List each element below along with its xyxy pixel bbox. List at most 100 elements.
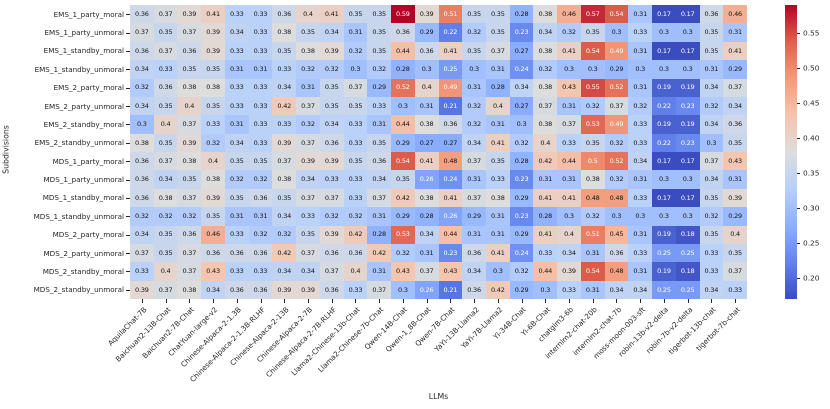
heatmap-cell: 0.19 [652, 115, 676, 134]
heatmap-cell: 0.33 [343, 133, 368, 152]
heatmap-cell: 0.34 [699, 280, 724, 299]
heatmap-cell: 0.29 [723, 60, 747, 79]
heatmap-cell: 0.36 [130, 5, 154, 24]
y-tick [126, 253, 130, 255]
heatmap-cell: 0.33 [248, 23, 273, 42]
x-tick [569, 299, 571, 303]
heatmap-cell: 0.31 [628, 262, 653, 281]
heatmap-cell: 0.31 [462, 78, 486, 97]
heatmap-cell: 0.35 [462, 41, 486, 61]
x-tick [735, 299, 737, 303]
heatmap-cell: 0.33 [699, 262, 724, 281]
x-tick [521, 299, 523, 303]
heatmap-cell: 0.34 [224, 133, 249, 152]
heatmap-cell: 0.36 [130, 152, 154, 171]
heatmap-cell: 0.29 [604, 60, 629, 79]
heatmap-cell: 0.29 [391, 207, 415, 226]
heatmap-cell: 0.36 [130, 170, 154, 189]
heatmap-cell: 0.48 [438, 152, 463, 171]
x-tick [592, 299, 594, 303]
heatmap-cell: 0.46 [557, 5, 581, 24]
heatmap-cell: 0.32 [509, 262, 534, 281]
heatmap-cell: 0.34 [557, 243, 581, 263]
heatmap-cell: 0.37 [153, 280, 178, 299]
heatmap-cell: 0.41 [438, 188, 463, 208]
heatmap-cell: 0.37 [177, 188, 202, 208]
y-tick-label: EMS_1_party_unmoral [44, 28, 124, 38]
colorbar-tick-label: 0.35 [803, 168, 820, 178]
heatmap-cell: 0.41 [485, 133, 510, 152]
x-tick [711, 299, 713, 303]
y-tick-label: MDS_1_party_moral [52, 156, 124, 166]
heatmap-cell: 0.55 [580, 78, 605, 97]
y-tick-label: EMS_1_party_moral [53, 9, 124, 19]
heatmap-cell: 0.59 [391, 5, 415, 24]
heatmap-cell: 0.36 [343, 243, 368, 263]
heatmap-cell: 0.32 [343, 41, 368, 61]
heatmap-cell: 0.35 [177, 170, 202, 189]
heatmap-cell: 0.36 [699, 5, 724, 24]
heatmap-cell: 0.35 [485, 152, 510, 171]
heatmap-cell: 0.29 [391, 133, 415, 152]
heatmap-cell: 0.38 [201, 78, 225, 97]
heatmap-cell: 0.33 [485, 170, 510, 189]
heatmap-cell: 0.3 [509, 115, 534, 134]
y-tick-label: MDS_1_party_unmoral [43, 175, 124, 185]
heatmap-cell: 0.4 [557, 225, 581, 244]
heatmap-cell: 0.42 [343, 225, 368, 244]
heatmap-cell: 0.35 [699, 23, 724, 42]
heatmap-cell: 0.3 [652, 23, 676, 42]
heatmap-cell: 0.46 [201, 225, 225, 244]
heatmap-cell: 0.38 [533, 41, 558, 61]
heatmap-cell: 0.33 [343, 115, 368, 134]
heatmap-cell: 0.37 [153, 152, 178, 171]
y-tick [126, 197, 130, 199]
heatmap-cell: 0.37 [153, 5, 178, 24]
x-tick [497, 299, 499, 303]
heatmap-cell: 0.32 [462, 23, 486, 42]
heatmap-cell: 0.35 [343, 5, 368, 24]
heatmap-cell: 0.35 [319, 96, 344, 116]
y-tick-labels: EMS_1_party_moral EMS_1_party_unmoral EMS_… [0, 5, 124, 299]
heatmap-cell: 0.33 [272, 60, 297, 79]
heatmap-cell: 0.29 [509, 188, 534, 208]
heatmap-cell: 0.17 [675, 188, 700, 208]
colorbar-tick [797, 33, 800, 34]
heatmap-cell: 0.4 [296, 5, 320, 24]
x-tick [331, 299, 333, 303]
heatmap-cell: 0.32 [343, 207, 368, 226]
heatmap-cell: 0.4 [723, 225, 747, 244]
heatmap-cell: 0.39 [201, 23, 225, 42]
heatmap-cell: 0.35 [343, 96, 368, 116]
heatmap-cell: 0.33 [224, 78, 249, 97]
heatmap-cell: 0.3 [675, 23, 700, 42]
y-tick [126, 50, 130, 52]
heatmap-cell: 0.36 [153, 78, 178, 97]
heatmap-cell: 0.31 [580, 280, 605, 299]
heatmap-cell: 0.31 [485, 207, 510, 226]
heatmap-cell: 0.37 [296, 133, 320, 152]
heatmap-cell: 0.17 [652, 5, 676, 24]
heatmap-cell: 0.17 [652, 188, 676, 208]
heatmap-cell: 0.37 [557, 115, 581, 134]
heatmap-cell: 0.42 [485, 280, 510, 299]
heatmap-cell: 0.36 [177, 225, 202, 244]
heatmap-cell: 0.3 [604, 207, 629, 226]
heatmap-cell: 0.43 [391, 262, 415, 281]
heatmap-cell: 0.43 [557, 78, 581, 97]
heatmap-cell: 0.23 [675, 96, 700, 116]
heatmap-cell: 0.3 [652, 60, 676, 79]
heatmap-cell: 0.4 [153, 115, 178, 134]
heatmap-cell: 0.34 [604, 280, 629, 299]
heatmap-cell: 0.32 [130, 207, 154, 226]
heatmap-cell: 0.31 [580, 243, 605, 263]
heatmap-cell: 0.37 [296, 96, 320, 116]
heatmap-cell: 0.3 [557, 207, 581, 226]
heatmap-cell: 0.36 [201, 243, 225, 263]
x-tick [379, 299, 381, 303]
heatmap-cell: 0.32 [580, 96, 605, 116]
heatmap-cell: 0.37 [130, 243, 154, 263]
heatmap-cell: 0.3 [391, 96, 415, 116]
heatmap-cell: 0.31 [414, 243, 439, 263]
